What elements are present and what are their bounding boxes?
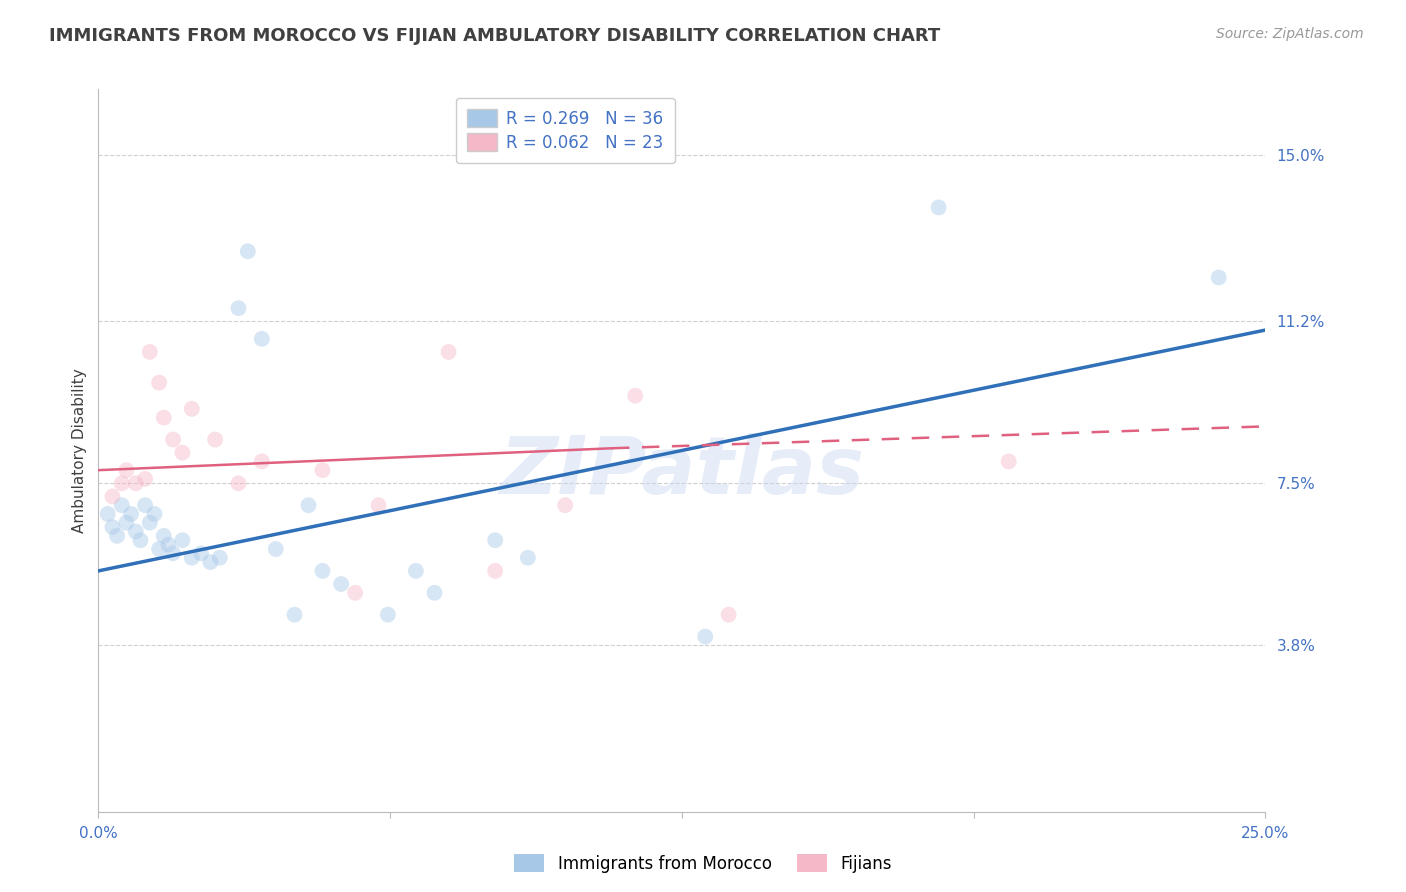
Point [717,607,740,622]
Point [997,454,1019,468]
Point [437,345,460,359]
Point [157,538,180,552]
Point [115,516,138,530]
Point [250,332,273,346]
Point [111,476,134,491]
Point [180,401,202,416]
Point [330,577,353,591]
Point [405,564,427,578]
Point [120,507,142,521]
Point [204,433,226,447]
Point [162,433,184,447]
Point [143,507,166,521]
Point [311,463,333,477]
Point [105,529,128,543]
Point [1208,270,1230,285]
Point [367,498,389,512]
Point [97,507,120,521]
Point [554,498,576,512]
Point [180,550,202,565]
Point [148,376,170,390]
Point [516,550,538,565]
Point [624,389,647,403]
Text: IMMIGRANTS FROM MOROCCO VS FIJIAN AMBULATORY DISABILITY CORRELATION CHART: IMMIGRANTS FROM MOROCCO VS FIJIAN AMBULA… [49,27,941,45]
Point [190,546,212,560]
Point [152,529,174,543]
Point [152,410,174,425]
Point [125,476,148,491]
Point [377,607,399,622]
Point [129,533,152,548]
Point [228,301,250,315]
Point [139,345,162,359]
Point [101,520,124,534]
Point [200,555,222,569]
Point [695,630,717,644]
Text: ZIPatlas: ZIPatlas [499,434,865,511]
Point [125,524,148,539]
Legend: R = 0.269   N = 36, R = 0.062   N = 23: R = 0.269 N = 36, R = 0.062 N = 23 [456,97,675,163]
Point [250,454,273,468]
Point [172,533,194,548]
Point [172,445,194,459]
Point [134,498,156,512]
Point [344,586,367,600]
Point [228,476,250,491]
Point [236,244,259,259]
Point [928,201,950,215]
Point [148,541,170,556]
Point [484,564,506,578]
Point [208,550,231,565]
Point [111,498,134,512]
Y-axis label: Ambulatory Disability: Ambulatory Disability [72,368,87,533]
Legend: Immigrants from Morocco, Fijians: Immigrants from Morocco, Fijians [508,847,898,880]
Point [264,541,287,556]
Point [283,607,305,622]
Point [162,546,184,560]
Point [484,533,506,548]
Point [297,498,319,512]
Point [101,490,124,504]
Point [139,516,162,530]
Text: Source: ZipAtlas.com: Source: ZipAtlas.com [1216,27,1364,41]
Point [311,564,333,578]
Point [134,472,156,486]
Point [115,463,138,477]
Point [423,586,446,600]
